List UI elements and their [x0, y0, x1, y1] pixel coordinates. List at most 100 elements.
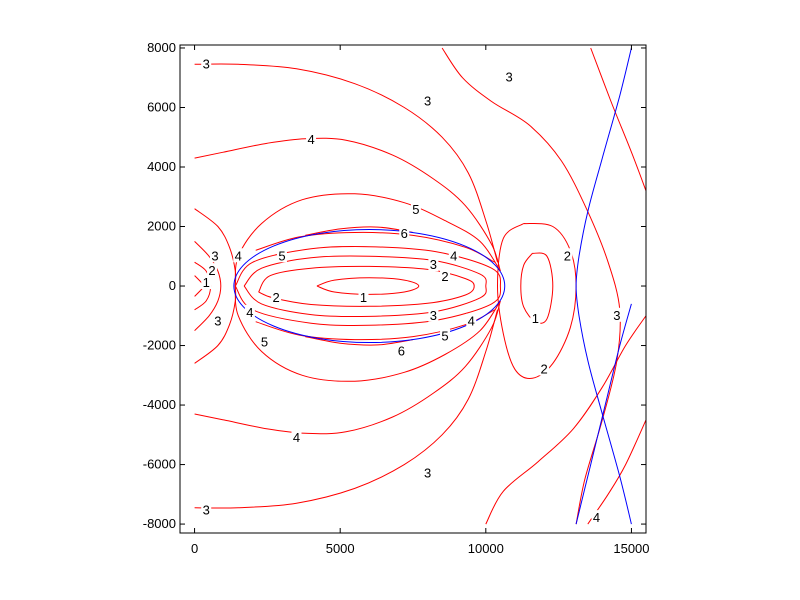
contour-label: 5 — [278, 248, 285, 263]
y-axis: 8000 6000 4000 2000 0 -2000 -4000 -6000 -8000 — [143, 40, 646, 531]
contour-label-background — [428, 307, 439, 322]
contour-line-level-5 — [255, 231, 495, 263]
contour-label: 2 — [564, 248, 571, 263]
contour-line-level-4 — [194, 300, 501, 435]
y-tick-label: 2000 — [147, 219, 176, 234]
x-axis: 0 5000 10000 15000 — [191, 45, 650, 556]
x-tick-label: 5000 — [326, 541, 355, 556]
contour-line-level-1 — [316, 277, 420, 295]
contour-label: 2 — [540, 361, 547, 376]
contour-label: 4 — [235, 248, 242, 263]
x-tick-label: 10000 — [468, 541, 504, 556]
contour-line-level-3 — [243, 255, 487, 318]
y-tick-label: 0 — [169, 278, 176, 293]
contour-label: 5 — [441, 329, 448, 344]
y-tick-label: -6000 — [143, 457, 176, 472]
boundary-lines — [233, 47, 632, 525]
y-tick-label: -4000 — [143, 397, 176, 412]
contour-label-background — [591, 510, 602, 525]
contour-label-background — [440, 269, 451, 284]
y-tick-label: -2000 — [143, 338, 176, 353]
contour-label-background — [207, 263, 218, 278]
contour-label-background — [276, 248, 287, 263]
contour-label: 5 — [412, 202, 419, 217]
contour-label: 4 — [293, 430, 300, 445]
contour-label-background — [212, 313, 223, 328]
contour-label: 3 — [505, 70, 512, 85]
contour-label: 4 — [246, 305, 253, 320]
contour-label-background — [504, 69, 515, 84]
contour-label: 3 — [211, 248, 218, 263]
contour-line-level-4 — [234, 246, 502, 327]
y-tick-label: -8000 — [143, 516, 176, 531]
contour-line-level-5 — [234, 285, 501, 382]
boundary-curve — [575, 303, 632, 525]
contour-label: 3 — [424, 465, 431, 480]
contour-label-background — [201, 275, 212, 290]
contour-label: 1 — [360, 290, 367, 305]
y-tick-label: 8000 — [147, 40, 176, 55]
contour-label-background — [440, 328, 451, 343]
contour-label: 2 — [441, 269, 448, 284]
contour-label-background — [358, 289, 369, 304]
contour-label-background — [530, 310, 541, 325]
contour-line-level-2 — [258, 265, 475, 307]
contour-line-level-5 — [234, 193, 501, 287]
contour-label-background — [201, 56, 212, 71]
contour-label-background — [539, 361, 550, 376]
contour-label-background — [562, 248, 573, 263]
contour-line-level-3 — [194, 241, 222, 332]
contour-line-level-4 — [194, 208, 237, 364]
axes-frame — [179, 44, 647, 534]
contour-label: 1 — [203, 275, 210, 290]
contour-label: 2 — [272, 290, 279, 305]
boundary-curve — [575, 47, 632, 525]
contour-label: 3 — [613, 308, 620, 323]
contour-label: 3 — [203, 56, 210, 71]
contour-line-level-3 — [194, 63, 498, 263]
contour-line-level-3 — [194, 309, 498, 509]
contour-label: 3 — [430, 257, 437, 272]
contour-label-background — [233, 248, 244, 263]
contour-label-background — [422, 93, 433, 108]
contour-label-background — [291, 429, 302, 444]
contour-label-background — [466, 313, 477, 328]
contour-label: 4 — [307, 132, 314, 147]
contour-label-background — [271, 289, 282, 304]
contour-label-background — [448, 248, 459, 263]
contour-label: 1 — [532, 311, 539, 326]
contour-label: 5 — [261, 335, 268, 350]
contour-label-background — [396, 343, 407, 358]
contour-label: 6 — [398, 343, 405, 358]
contour-label-background — [611, 307, 622, 322]
contour-label: 4 — [468, 314, 475, 329]
y-tick-label: 4000 — [147, 159, 176, 174]
contour-label: 2 — [208, 263, 215, 278]
contour-label: 3 — [203, 503, 210, 518]
contour-label-background — [410, 202, 421, 217]
contour-label-background — [306, 132, 317, 147]
contour-label: 4 — [450, 248, 457, 263]
contour-label: 6 — [401, 226, 408, 241]
boundary-ellipse — [233, 228, 506, 344]
contour-label: 3 — [424, 94, 431, 109]
y-tick-label: 6000 — [147, 99, 176, 114]
contour-label-background — [209, 248, 220, 263]
contour-label-background — [201, 502, 212, 517]
contour-line-level-3 — [590, 47, 646, 191]
contour-label-background — [244, 304, 255, 319]
contour-label: 4 — [593, 510, 600, 525]
plot-area — [180, 45, 646, 533]
contour-lines — [194, 47, 646, 525]
contour-label: 3 — [214, 314, 221, 329]
contour-line-level-4 — [194, 137, 501, 272]
contour-label-background — [399, 225, 410, 240]
contour-label-background — [259, 334, 270, 349]
contour-line-level-6 — [305, 336, 414, 346]
contour-label: 3 — [430, 308, 437, 323]
contour-line-level-6 — [305, 226, 414, 236]
contour-label-background — [422, 465, 433, 480]
x-tick-label: 0 — [191, 541, 198, 556]
